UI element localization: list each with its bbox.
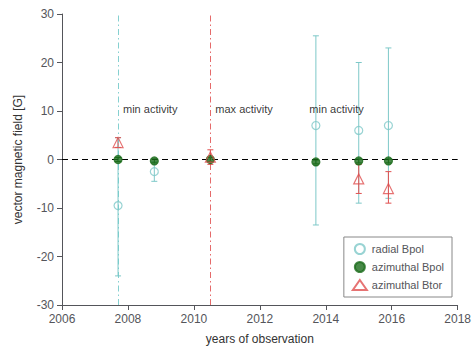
svg-text:-10: -10 <box>37 201 55 215</box>
svg-text:2012: 2012 <box>246 312 273 326</box>
svg-text:azimuthal Bpol: azimuthal Bpol <box>372 261 444 273</box>
svg-text:-30: -30 <box>37 298 55 312</box>
svg-text:0: 0 <box>47 153 54 167</box>
svg-text:2006: 2006 <box>49 312 76 326</box>
svg-text:max activity: max activity <box>215 103 273 115</box>
svg-text:vector magnetic field [G]: vector magnetic field [G] <box>11 95 25 224</box>
svg-text:30: 30 <box>41 7 55 21</box>
svg-text:10: 10 <box>41 104 55 118</box>
svg-text:-20: -20 <box>37 250 55 264</box>
svg-text:2014: 2014 <box>312 312 339 326</box>
svg-text:20: 20 <box>41 56 55 70</box>
svg-text:2018: 2018 <box>444 312 471 326</box>
svg-text:2008: 2008 <box>115 312 142 326</box>
svg-text:min activity: min activity <box>309 103 364 115</box>
svg-text:years of observation: years of observation <box>206 332 314 346</box>
svg-text:2016: 2016 <box>378 312 405 326</box>
svg-text:radial Bpol: radial Bpol <box>372 243 424 255</box>
svg-text:azimuthal Btor: azimuthal Btor <box>372 279 443 291</box>
svg-text:min activity: min activity <box>123 103 178 115</box>
svg-text:2010: 2010 <box>181 312 208 326</box>
